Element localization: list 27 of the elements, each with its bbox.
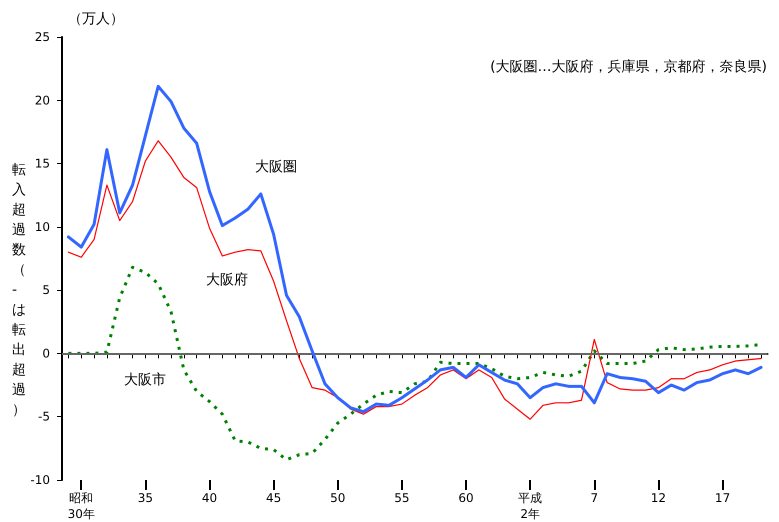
x-tick-label: 7 (590, 491, 598, 505)
line-series (66, 84, 763, 414)
y-tick-label: 15 (34, 156, 50, 171)
line-series (68, 140, 762, 420)
x-tick-label: 60 (458, 491, 474, 505)
y-tick-label: 10 (34, 220, 50, 234)
y-tick-label: 5 (42, 283, 50, 298)
x-tick-label: 55 (394, 491, 410, 505)
x-tick-label: 12 (650, 491, 666, 505)
x-tick-label: 50 (330, 491, 346, 505)
annotation: (大阪圏…大阪府，兵庫県，京都府，奈良県) (490, 59, 768, 75)
x-tick-label: 45 (266, 491, 282, 505)
x-tick-label: 35 (138, 491, 154, 505)
y-tick-label: -10 (30, 473, 50, 487)
y-tick-label: 25 (34, 30, 50, 44)
x-tick-label: 17 (714, 491, 730, 505)
x-tick-label: 40 (202, 491, 218, 505)
x-tick-label: 昭和30年 (68, 491, 95, 521)
y-tick-label: -5 (38, 410, 50, 424)
series-label: 大阪市 (124, 372, 166, 388)
y-tick-label: 0 (42, 346, 50, 360)
series-label: 大阪圏 (254, 159, 297, 176)
series-label: 大阪府 (206, 272, 248, 288)
text: 転入超過数（-は転出超過） (12, 162, 26, 418)
x-tick-label: 平成2年 (518, 491, 542, 521)
y-tick-label: 20 (34, 93, 50, 108)
text: （万人） (68, 11, 124, 27)
